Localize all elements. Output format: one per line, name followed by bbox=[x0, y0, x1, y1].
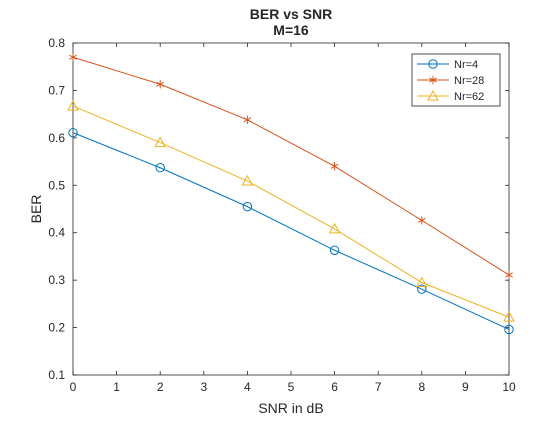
series-nr-4 bbox=[68, 127, 514, 335]
x-tick-label: 1 bbox=[113, 380, 120, 394]
x-tick-label: 7 bbox=[375, 380, 382, 394]
legend-marker bbox=[429, 75, 437, 85]
x-tick-label: 3 bbox=[200, 380, 207, 394]
series-layer bbox=[67, 53, 515, 335]
data-point bbox=[417, 216, 426, 225]
data-point bbox=[329, 245, 340, 255]
marker-stroke bbox=[417, 217, 426, 223]
series-line bbox=[72, 105, 510, 318]
y-tick-label: 0.2 bbox=[48, 321, 65, 335]
legend-label: Nr=4 bbox=[454, 59, 478, 71]
x-axis-label: SNR in dB bbox=[258, 400, 323, 416]
x-tick-label: 2 bbox=[157, 380, 164, 394]
legend-marker bbox=[428, 59, 438, 69]
marker-stroke bbox=[69, 54, 77, 60]
data-point bbox=[67, 100, 79, 111]
data-point bbox=[415, 276, 428, 288]
data-point bbox=[328, 222, 341, 234]
data-point bbox=[503, 311, 515, 322]
x-tick-label: 5 bbox=[288, 380, 295, 394]
marker-stroke bbox=[156, 81, 165, 87]
data-point bbox=[505, 270, 513, 280]
data-point bbox=[241, 174, 254, 186]
data-point bbox=[242, 201, 253, 212]
legend-item: Nr=4 bbox=[417, 59, 478, 71]
series-nr-62 bbox=[67, 100, 515, 322]
series-line bbox=[72, 56, 510, 276]
chart-title: BER vs SNR bbox=[250, 6, 332, 22]
legend-label: Nr=28 bbox=[454, 75, 484, 87]
y-tick-label: 0.6 bbox=[48, 131, 65, 145]
y-tick-label: 0.7 bbox=[48, 83, 65, 97]
marker-stroke bbox=[243, 117, 252, 123]
data-point bbox=[68, 127, 78, 138]
series-line bbox=[72, 132, 510, 330]
x-tick-label: 9 bbox=[462, 380, 469, 394]
data-point bbox=[417, 284, 427, 294]
x-tick-label: 4 bbox=[244, 380, 251, 394]
x-tick-label: 0 bbox=[70, 380, 77, 394]
marker-stroke bbox=[330, 163, 339, 169]
data-point bbox=[330, 162, 339, 171]
y-tick-label: 0.4 bbox=[48, 226, 65, 240]
data-point bbox=[69, 53, 77, 62]
marker-stroke bbox=[429, 77, 437, 83]
data-point bbox=[154, 136, 167, 148]
marker-stroke bbox=[505, 272, 513, 278]
legend-item: Nr=62 bbox=[417, 89, 484, 103]
data-point bbox=[504, 324, 514, 335]
y-tick-label: 0.1 bbox=[48, 368, 65, 382]
axis-ticks: 0 1 2 3 4 5 6 7 8 9 10 0.1 0.2 0.3 0.4 0.5 0.6 0.7 0.8 bbox=[48, 36, 516, 394]
chart-subtitle: M=16 bbox=[273, 22, 309, 38]
x-tick-label: 8 bbox=[418, 380, 425, 394]
legend: Nr=4 Nr=28 Nr=62 bbox=[411, 53, 501, 107]
y-tick-label: 0.8 bbox=[48, 36, 65, 50]
x-tick-label: 10 bbox=[502, 380, 516, 394]
data-point bbox=[243, 115, 252, 125]
y-tick-label: 0.5 bbox=[48, 178, 65, 192]
y-tick-label: 0.3 bbox=[48, 273, 65, 287]
series-nr-28 bbox=[69, 53, 513, 280]
data-point bbox=[156, 80, 165, 89]
data-point bbox=[155, 163, 165, 173]
y-axis-label: BER bbox=[28, 195, 44, 224]
legend-label: Nr=62 bbox=[454, 91, 484, 103]
legend-item: Nr=28 bbox=[417, 75, 484, 87]
x-tick-label: 6 bbox=[331, 380, 338, 394]
legend-marker bbox=[427, 89, 439, 101]
